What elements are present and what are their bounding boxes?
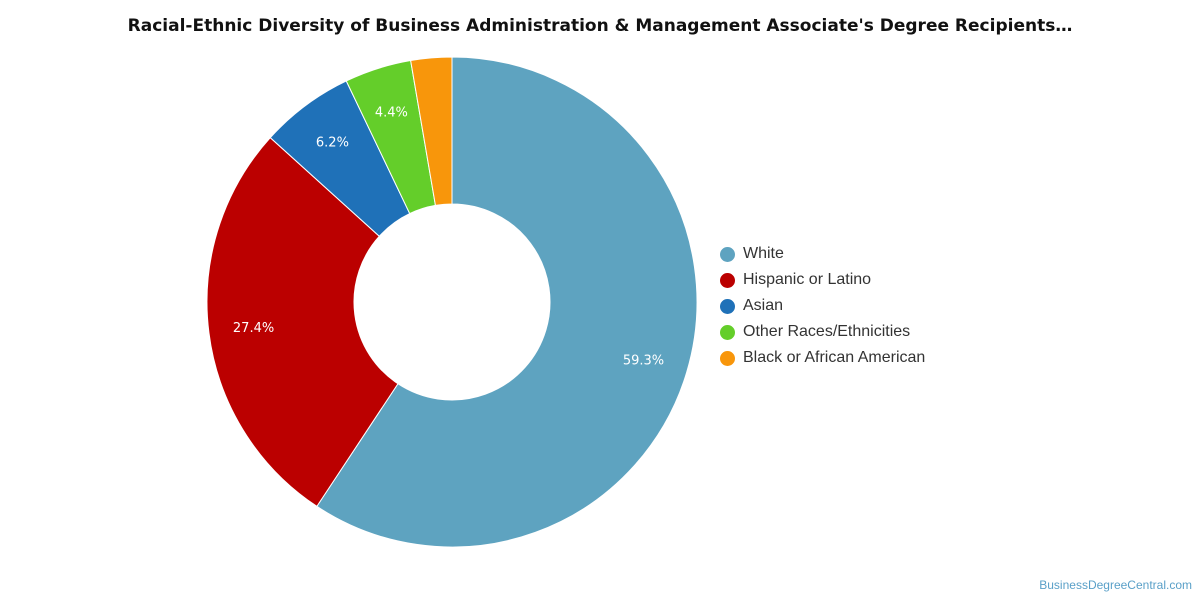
slice-white[interactable]: [316, 56, 698, 548]
legend-swatch: [720, 350, 735, 366]
legend-swatch: [720, 298, 735, 314]
legend-label: Other Races/Ethnicities: [743, 323, 911, 340]
slices-group: [206, 56, 698, 548]
legend-item[interactable]: Other Races/Ethnicities: [720, 319, 925, 345]
legend-item[interactable]: Black or African American: [720, 345, 925, 371]
legend-swatch: [720, 272, 735, 288]
data-label: 59.3%: [623, 354, 664, 369]
legend-label: Hispanic or Latino: [743, 271, 872, 288]
legend-item[interactable]: White: [720, 241, 925, 267]
legend-label: Asian: [743, 297, 784, 314]
legend: White Hispanic or Latino Asian Other Races/…: [720, 241, 925, 371]
chart-title: Racial-Ethnic Diversity of Business Admi…: [127, 16, 1073, 36]
slice-hispanic-or-latino[interactable]: [206, 136, 399, 508]
legend-item[interactable]: Hispanic or Latino: [720, 267, 925, 293]
legend-label: Black or African American: [743, 349, 926, 366]
slice-black-or-african-american[interactable]: [410, 56, 453, 206]
source-credit[interactable]: BusinessDegreeCentral.com: [1039, 578, 1192, 592]
data-labels-group: 59.3% 27.4% 6.2% 4.4%: [233, 105, 664, 368]
data-label: 6.2%: [316, 136, 349, 151]
legend-item[interactable]: Asian: [720, 293, 925, 319]
data-label: 4.4%: [375, 105, 408, 120]
legend-swatch: [720, 324, 735, 340]
legend-label: White: [743, 245, 784, 262]
legend-swatch: [720, 246, 735, 262]
data-label: 27.4%: [233, 321, 274, 336]
